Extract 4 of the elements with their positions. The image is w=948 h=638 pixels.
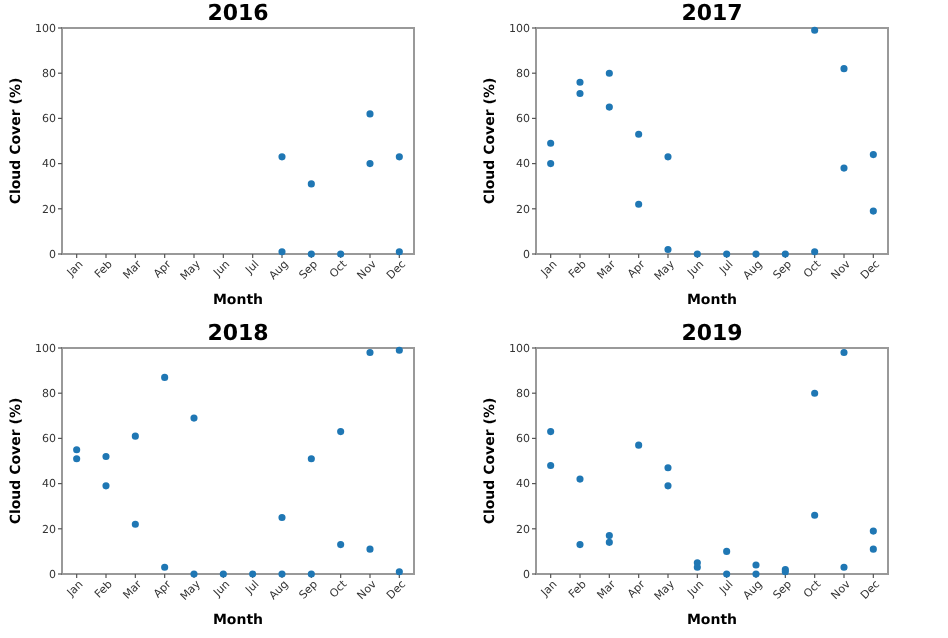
chart-title: 2019 xyxy=(681,320,743,346)
chart-title: 2017 xyxy=(681,0,743,26)
chart-title: 2018 xyxy=(207,320,269,346)
chart-title: 2016 xyxy=(207,0,270,26)
